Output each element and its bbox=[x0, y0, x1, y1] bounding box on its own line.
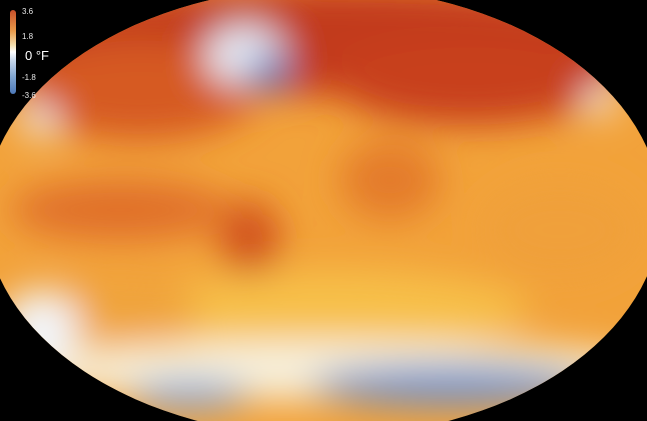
legend-tick-min: -3.6 bbox=[22, 91, 36, 100]
legend-zero-label: 0 °F bbox=[25, 48, 49, 63]
legend-color-bar bbox=[10, 10, 16, 94]
legend-tick-neg-1-8: -1.8 bbox=[22, 73, 36, 82]
legend-tick-max: 3.6 bbox=[22, 7, 34, 16]
legend-tick-1-8: 1.8 bbox=[22, 32, 34, 41]
color-legend: 3.6 1.8 0 °F -1.8 -3.6 bbox=[8, 6, 58, 100]
